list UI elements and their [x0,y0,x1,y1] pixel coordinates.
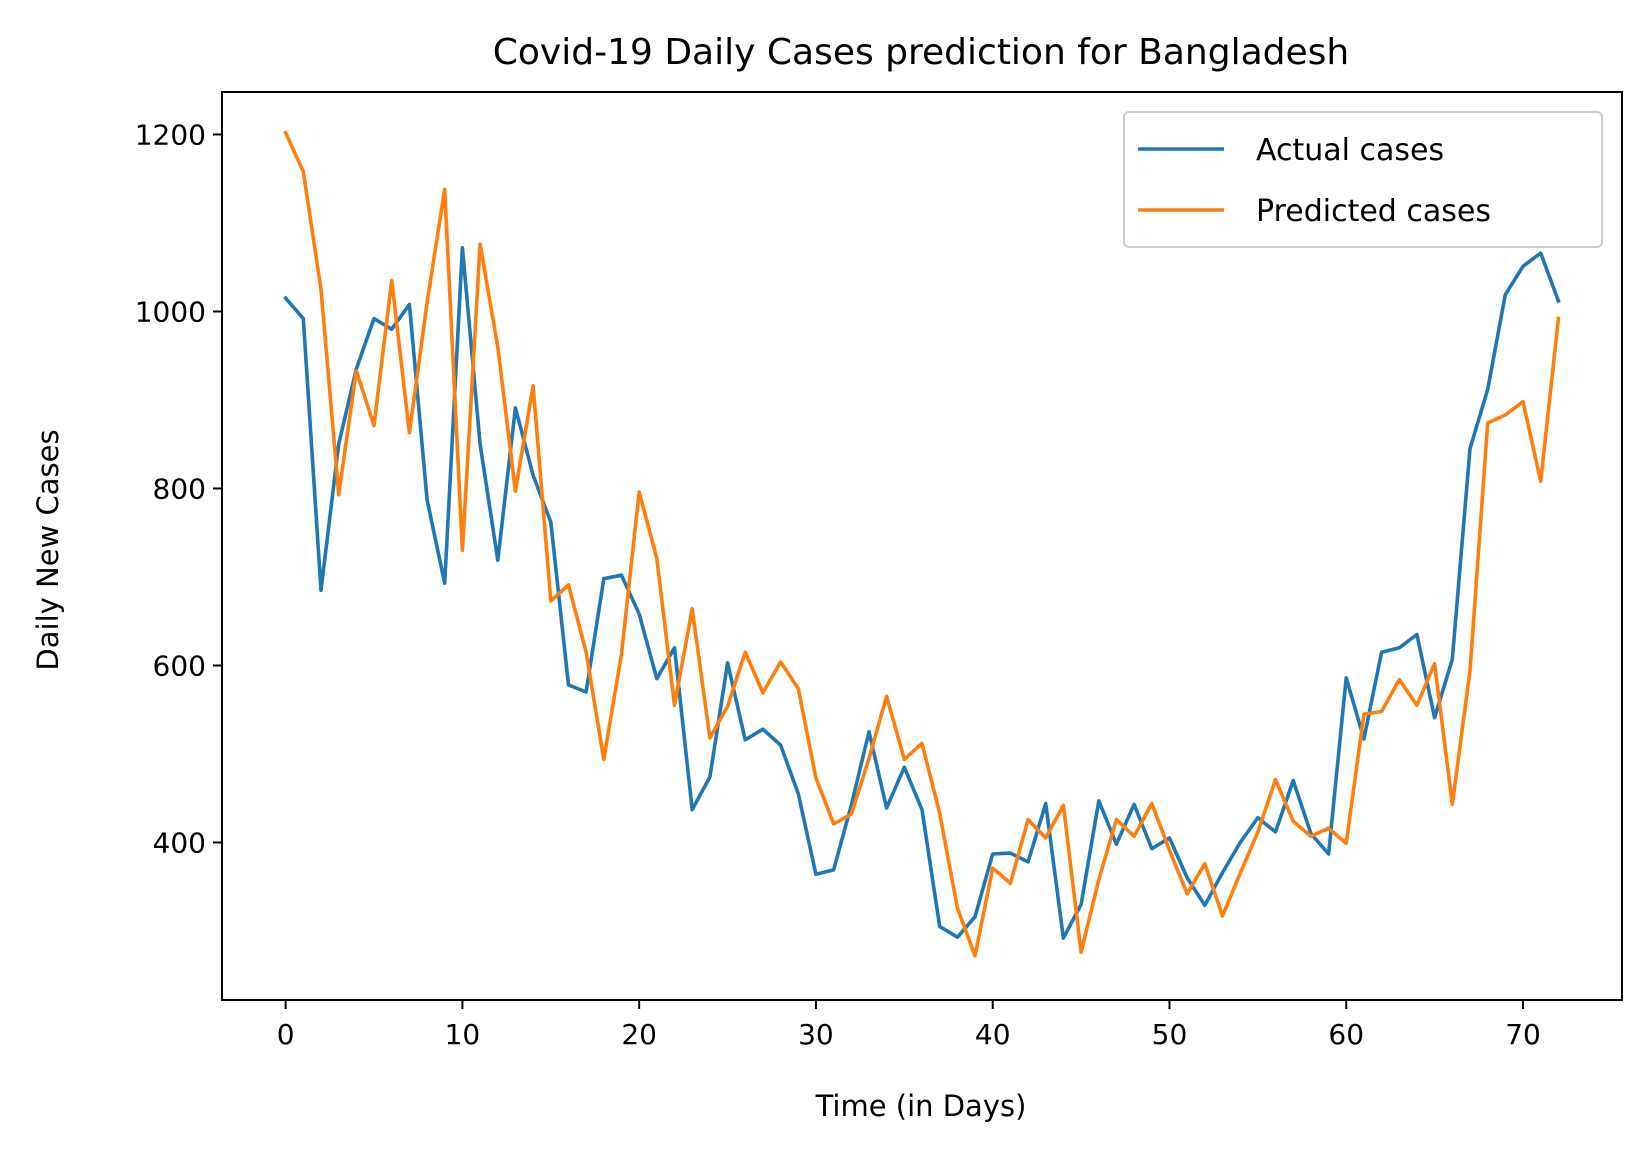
y-tick-label: 1000 [135,295,206,328]
y-tick-label: 1200 [135,118,206,151]
x-tick-label: 40 [975,1018,1011,1051]
x-tick-label: 30 [798,1018,834,1051]
series-line-actual [283,246,1561,940]
legend: Actual cases Predicted cases [1123,111,1603,248]
x-tick-label: 70 [1505,1018,1541,1051]
x-tick-label: 50 [1152,1018,1188,1051]
y-tick-label: 400 [153,826,206,859]
legend-label: Predicted cases [1256,194,1491,229]
x-tick-label: 20 [621,1018,657,1051]
y-tick-label: 600 [153,649,206,682]
legend-label: Actual cases [1256,133,1444,168]
x-axis: 0 10 20 30 40 50 60 70 [277,1000,1541,1051]
y-tick-label: 800 [153,472,206,505]
plot-area [221,91,1623,1001]
legend-box [1123,111,1603,248]
x-tick-label: 0 [277,1018,295,1051]
x-axis-label: Time (in Days) [815,1089,1027,1123]
y-axis: 400 600 800 1000 1200 [135,118,222,859]
chart-title: Covid-19 Daily Cases prediction for Bang… [493,32,1349,73]
y-axis-label: Daily New Cases [31,429,65,670]
series-layer [283,130,1561,958]
series-line-predicted [283,130,1561,958]
plot-frame [221,91,1623,1001]
x-tick-label: 10 [445,1018,481,1051]
x-tick-label: 60 [1328,1018,1364,1051]
